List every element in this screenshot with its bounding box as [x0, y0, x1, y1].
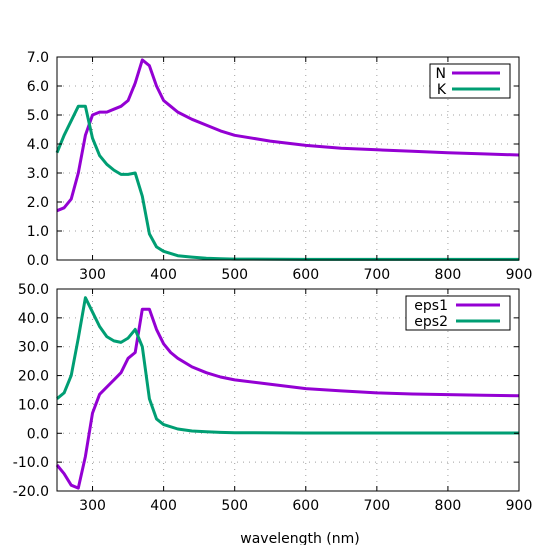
x-tick-label: 300: [79, 498, 106, 514]
x-tick-label: 900: [506, 267, 533, 283]
x-tick-label: 600: [292, 267, 319, 283]
legend-box: [429, 63, 511, 99]
series-line-n: [56, 58, 520, 213]
legend-label-eps2: eps2: [414, 314, 448, 330]
x-axis-label: wavelength (nm): [240, 531, 359, 545]
x-tick-label: 300: [79, 267, 106, 283]
y-tick-label: 30.0: [18, 340, 49, 356]
legend-label-eps1: eps1: [414, 298, 448, 314]
y-tick-label: 3.0: [27, 166, 49, 182]
x-tick-label: 700: [363, 498, 390, 514]
plot-frame: [56, 56, 520, 261]
chart-panel-1: 300 400 500 600 700 800 900 0.0 1.0 2.0 3.0 4.0 5.0 6…: [27, 50, 533, 283]
y-tick-label: 6.0: [27, 79, 49, 95]
y-tick-label: 20.0: [18, 369, 49, 385]
y-tick-label: 7.0: [27, 50, 49, 66]
series-line-eps1: [55, 307, 520, 490]
x-tick-label: 900: [506, 498, 533, 514]
series-line-eps2: [56, 296, 519, 435]
y-tick-label: 50.0: [18, 282, 49, 298]
y-tick-label: 40.0: [18, 311, 49, 327]
legend-box: [405, 295, 511, 331]
legend-label-k: K: [437, 82, 447, 98]
plot-frame: [56, 288, 520, 492]
y-tick-label: 10.0: [18, 397, 49, 413]
x-tick-label: 700: [363, 267, 390, 283]
x-tick-label: 500: [221, 267, 248, 283]
y-tick-label: -10.0: [13, 455, 49, 471]
x-tick-label: 800: [435, 267, 462, 283]
y-tick-label: 4.0: [27, 137, 49, 153]
y-tick-label: 1.0: [27, 224, 49, 240]
y-tick-label: 0.0: [27, 253, 49, 269]
x-tick-label: 400: [150, 267, 177, 283]
x-tick-label: 500: [221, 498, 248, 514]
x-tick-label: 800: [435, 498, 462, 514]
y-tick-label: -20.0: [13, 484, 49, 500]
series-line-k: [55, 104, 519, 261]
y-tick-label: 0.0: [27, 426, 49, 442]
legend-label-n: N: [436, 66, 446, 82]
chart-panel-2: 300 400 500 600 700 800 900 -20.0 -10.0 0.0 10.0 20…: [13, 282, 533, 547]
y-tick-label: 2.0: [27, 195, 49, 211]
x-tick-label: 600: [292, 498, 319, 514]
x-tick-label: 400: [150, 498, 177, 514]
y-tick-label: 5.0: [27, 108, 49, 124]
